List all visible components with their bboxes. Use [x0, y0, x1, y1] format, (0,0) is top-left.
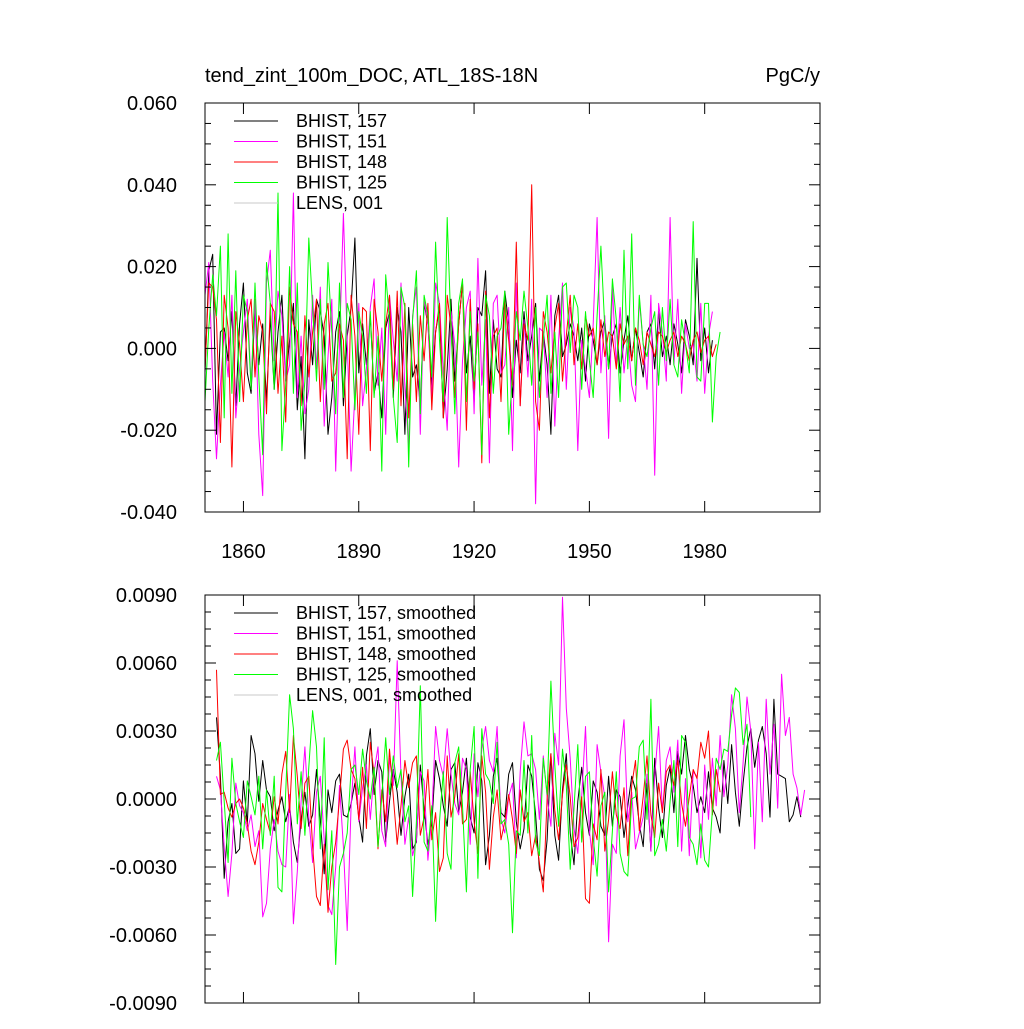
y-tick-label: 0.000: [127, 338, 177, 360]
y-tick-label: -0.040: [120, 502, 177, 524]
y-tick-label: -0.0030: [109, 857, 177, 879]
chart-units-label: PgC/y: [766, 65, 820, 87]
legend-label: BHIST, 148: [296, 152, 387, 172]
y-tick-label: 0.0090: [116, 585, 177, 607]
series-line-1-1: [216, 596, 806, 943]
y-tick-label: -0.0060: [109, 925, 177, 947]
x-tick-label: 1920: [452, 541, 497, 563]
series-line-1-3: [216, 680, 752, 965]
series-line-1-2: [216, 669, 721, 913]
legend-label: BHIST, 151, smoothed: [296, 624, 476, 644]
legend-label: BHIST, 125: [296, 173, 387, 193]
legend-label: BHIST, 148, smoothed: [296, 644, 476, 664]
legend-label: LENS, 001, smoothed: [296, 685, 472, 705]
x-tick-label: 1860: [221, 541, 266, 563]
x-tick-label: 1980: [682, 541, 727, 563]
x-tick-label: 1950: [567, 541, 612, 563]
legend-label: BHIST, 157, smoothed: [296, 603, 476, 623]
y-tick-label: 0.0060: [116, 653, 177, 675]
y-tick-label: 0.040: [127, 175, 177, 197]
x-tick-label: 1890: [337, 541, 382, 563]
y-tick-label: -0.020: [120, 420, 177, 442]
y-tick-label: 0.0000: [116, 789, 177, 811]
y-tick-label: 0.020: [127, 257, 177, 279]
series-line-0-3: [204, 192, 721, 472]
top-panel: tend_zint_100m_DOC, ATL_18S-18N PgC/y -0…: [120, 65, 821, 563]
legend-label: LENS, 001: [296, 193, 383, 213]
y-tick-label: 0.0030: [116, 721, 177, 743]
y-tick-label: 0.060: [127, 93, 177, 115]
bottom-panel: -0.0090 -0.0060 -0.0030 0.0000 0.0030 0.0060 0…: [109, 585, 821, 1015]
legend-label: BHIST, 125, smoothed: [296, 665, 476, 685]
chart-title: tend_zint_100m_DOC, ATL_18S-18N: [205, 65, 538, 87]
y-tick-label: -0.0090: [109, 993, 177, 1015]
legend-label: BHIST, 157: [296, 111, 387, 131]
legend-label: BHIST, 151: [296, 132, 387, 152]
